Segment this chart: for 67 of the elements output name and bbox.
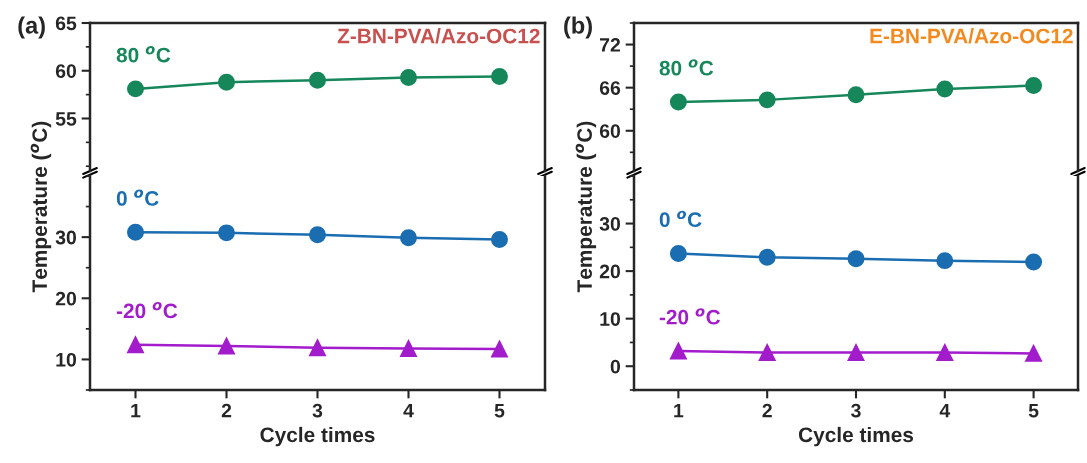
chart-title: E-BN-PVA/Azo-OC12 xyxy=(870,28,1073,44)
point xyxy=(847,343,865,361)
point xyxy=(127,223,144,241)
y-tick-label: 55 xyxy=(55,112,77,126)
x-tick-label: 4 xyxy=(939,403,951,418)
y-tick-label: 10 xyxy=(600,312,621,326)
x-axis-title: Cycle times xyxy=(798,426,914,447)
text: (b) xyxy=(564,16,592,39)
y-axis-title: Temperature ($^{o}$C) xyxy=(575,121,597,293)
point xyxy=(309,71,326,89)
point xyxy=(218,73,235,91)
point xyxy=(127,80,144,98)
point xyxy=(847,250,865,268)
y-tick-label: 60 xyxy=(55,64,77,78)
y-tick-label: 0 xyxy=(610,359,621,374)
point xyxy=(309,339,326,357)
point xyxy=(758,248,776,266)
point xyxy=(936,80,954,98)
point xyxy=(847,86,865,104)
series-label: 80 $^{o}$C xyxy=(116,46,171,63)
x-tick-label: 4 xyxy=(403,403,414,418)
x-tick-label: 5 xyxy=(494,403,505,418)
point xyxy=(669,245,687,262)
point xyxy=(127,336,144,354)
x-tick-label: 2 xyxy=(221,403,232,418)
series-label: -20 $^{o}$C xyxy=(116,301,178,319)
point xyxy=(400,339,417,357)
point xyxy=(218,224,235,242)
y-axis-title: Temperature ($^{o}$C) xyxy=(30,121,52,293)
y-tick-label: 10 xyxy=(56,352,77,367)
point xyxy=(936,343,954,361)
point xyxy=(1025,77,1043,94)
x-tick-label: 5 xyxy=(1028,403,1039,418)
chart-title: Z-BN-PVA/Azo-OC12 xyxy=(337,28,540,44)
series-label: 80 $^{o}$C xyxy=(659,59,714,76)
y-tick-label: 30 xyxy=(55,230,77,245)
point xyxy=(218,337,235,355)
x-tick-label: 1 xyxy=(131,403,141,418)
x-axis-title: Cycle times xyxy=(260,426,375,447)
x-tick-label: 2 xyxy=(762,403,772,418)
point xyxy=(400,229,417,247)
series-label: -20 $^{o}$C xyxy=(659,308,721,325)
point xyxy=(491,231,508,249)
point xyxy=(936,252,954,270)
point xyxy=(758,91,776,109)
text: (a) xyxy=(18,16,45,39)
y-tick-label: 60 xyxy=(599,124,621,138)
y-tick-label: 30 xyxy=(599,217,621,231)
y-tick-label: 66 xyxy=(599,81,621,95)
point xyxy=(400,68,417,86)
point xyxy=(1025,253,1043,271)
y-tick-label: 20 xyxy=(599,264,621,279)
point xyxy=(309,226,326,244)
x-tick-label: 3 xyxy=(312,403,323,418)
point xyxy=(491,67,508,85)
x-tick-label: 3 xyxy=(851,403,861,418)
y-tick-label: 72 xyxy=(600,38,621,52)
point xyxy=(758,343,776,361)
x-tick-label: 1 xyxy=(674,403,684,418)
point xyxy=(669,342,687,360)
point xyxy=(1025,344,1043,362)
y-tick-label: 20 xyxy=(55,291,77,306)
point xyxy=(669,93,687,111)
y-tick-label: 65 xyxy=(55,16,77,31)
point xyxy=(491,340,508,358)
series-label: 0 $^{o}$C xyxy=(116,189,159,206)
series-label: 0 $^{o}$C xyxy=(659,210,702,228)
